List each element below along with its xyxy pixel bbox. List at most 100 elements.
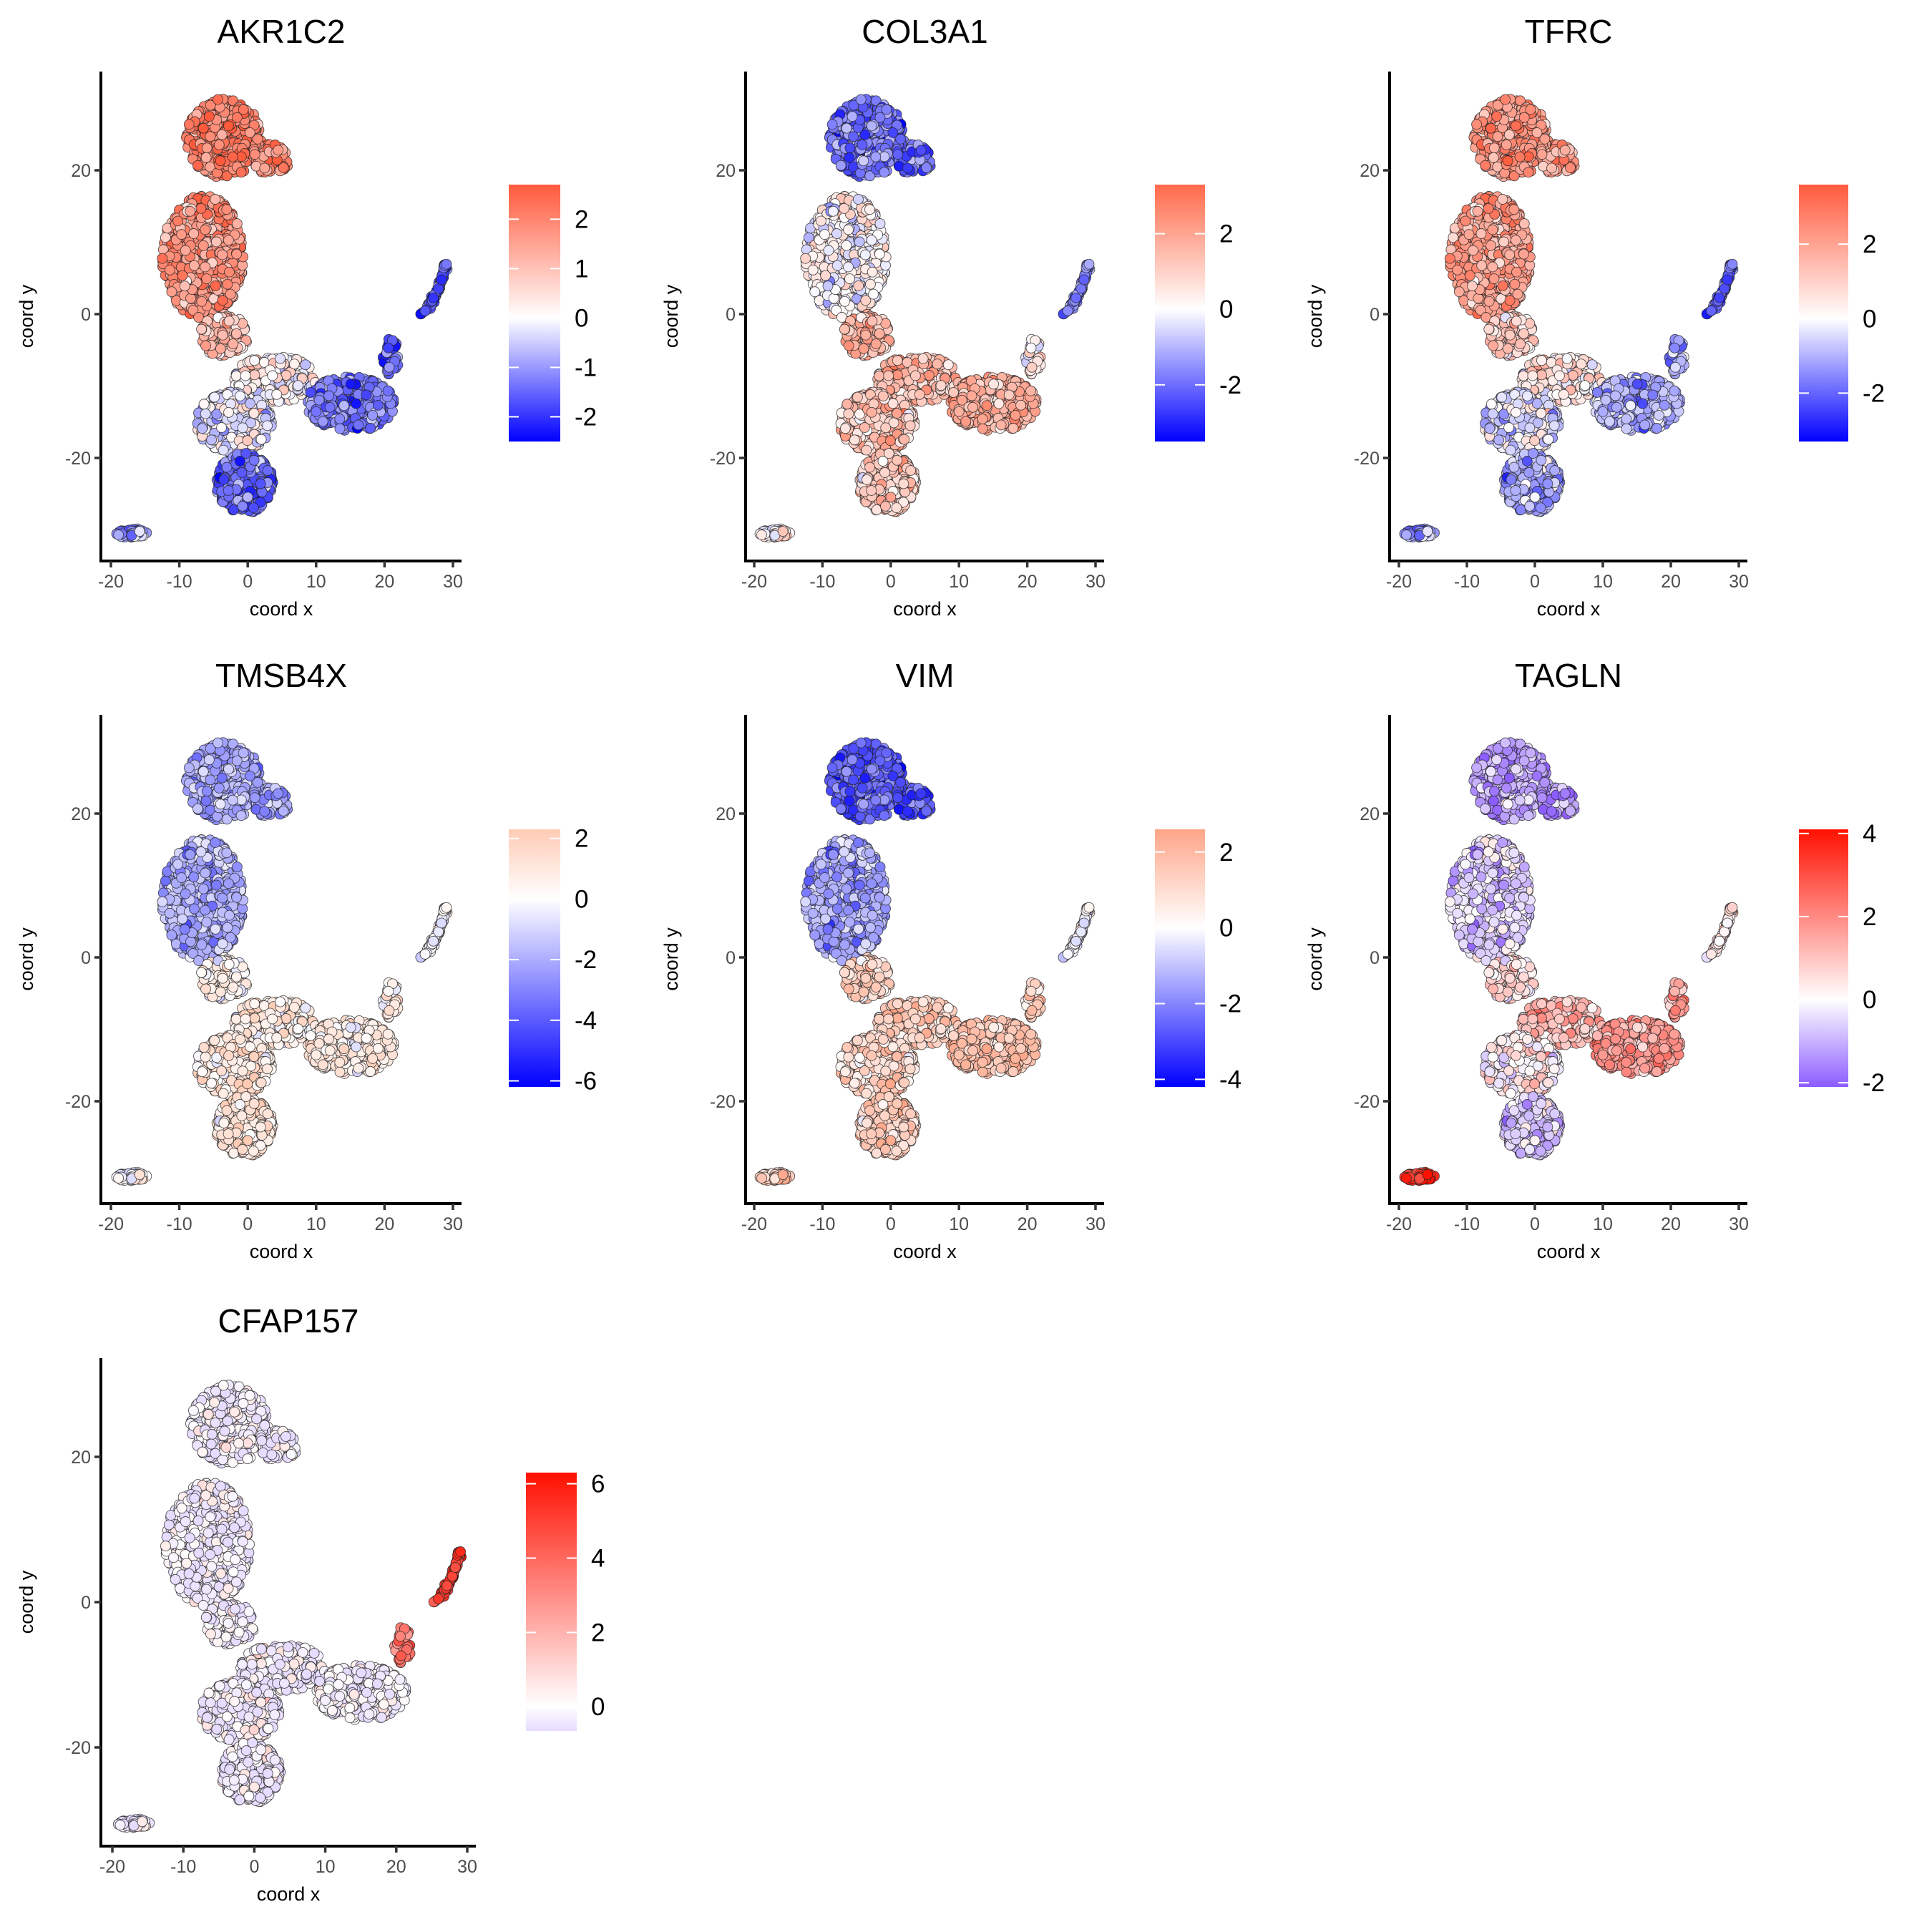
- data-point: [262, 420, 273, 431]
- data-point: [200, 224, 211, 235]
- data-point: [216, 422, 228, 433]
- data-point: [844, 142, 856, 154]
- data-point: [859, 129, 871, 140]
- data-point: [195, 203, 207, 214]
- data-point: [361, 389, 372, 401]
- data-point: [866, 120, 877, 132]
- data-point: [995, 419, 1007, 431]
- data-point: [823, 245, 834, 256]
- data-point: [288, 358, 300, 370]
- data-point: [841, 122, 852, 134]
- data-point: [235, 390, 246, 401]
- data-point: [248, 454, 260, 466]
- points-layer: [111, 94, 453, 543]
- data-point: [218, 444, 229, 456]
- data-point: [201, 273, 213, 285]
- data-point: [822, 280, 834, 292]
- data-point: [210, 194, 221, 205]
- data-point: [866, 406, 877, 418]
- data-point: [874, 112, 886, 123]
- data-point: [164, 264, 175, 275]
- data-point: [242, 435, 253, 447]
- data-point: [188, 228, 200, 239]
- data-point: [237, 500, 248, 512]
- data-point: [815, 215, 826, 227]
- data-point: [867, 316, 878, 327]
- data-point: [223, 235, 234, 246]
- data-point: [248, 408, 260, 419]
- data-point: [228, 338, 239, 350]
- data-point: [848, 131, 859, 142]
- data-point: [854, 236, 865, 248]
- data-point: [237, 422, 248, 434]
- points-layer: [754, 94, 1096, 543]
- data-point: [993, 398, 1005, 409]
- data-point: [853, 280, 864, 291]
- data-point: [218, 474, 230, 485]
- data-point: [839, 296, 850, 307]
- data-point: [213, 139, 225, 150]
- data-point: [870, 338, 882, 350]
- data-point: [221, 462, 233, 473]
- data-point: [353, 419, 364, 431]
- data-point: [206, 434, 218, 446]
- data-point: [223, 316, 235, 327]
- data-point: [166, 286, 177, 298]
- data-point: [231, 248, 243, 260]
- data-point: [192, 160, 203, 171]
- data-point: [853, 194, 864, 205]
- data-point: [854, 167, 866, 179]
- colorbar: [509, 185, 560, 441]
- data-point: [203, 111, 215, 122]
- data-point: [205, 99, 216, 111]
- data-point: [305, 386, 316, 398]
- x-tick-label: 20: [374, 572, 394, 592]
- data-point: [255, 478, 266, 489]
- data-point: [236, 467, 248, 478]
- data-point: [892, 355, 903, 366]
- data-point: [428, 292, 439, 303]
- data-point: [868, 288, 879, 300]
- data-point: [892, 369, 903, 381]
- data-point: [273, 145, 284, 156]
- data-point: [1025, 385, 1036, 396]
- data-point: [879, 167, 890, 178]
- data-point: [861, 444, 872, 456]
- data-point: [238, 104, 249, 115]
- data-point: [317, 416, 328, 427]
- data-point: [351, 398, 362, 409]
- data-point: [324, 401, 336, 413]
- data-point: [196, 296, 208, 307]
- data-point: [278, 162, 289, 173]
- data-point: [1025, 342, 1037, 353]
- data-point: [864, 204, 875, 215]
- data-point: [923, 370, 935, 381]
- data-point: [134, 526, 145, 537]
- data-point: [185, 293, 196, 304]
- data-point: [807, 264, 819, 275]
- data-point: [826, 119, 838, 130]
- data-point: [223, 406, 235, 418]
- data-point: [904, 420, 916, 431]
- data-point: [883, 370, 894, 381]
- data-point: [820, 270, 831, 281]
- data-point: [960, 416, 972, 427]
- data-point: [880, 422, 892, 434]
- data-point: [200, 408, 211, 419]
- data-point: [231, 328, 242, 339]
- data-point: [197, 423, 208, 434]
- data-point: [200, 152, 212, 163]
- data-point: [865, 278, 876, 290]
- data-point: [244, 127, 255, 138]
- data-point: [255, 434, 267, 445]
- data-point: [223, 120, 234, 132]
- data-point: [914, 389, 925, 400]
- data-point: [240, 370, 251, 381]
- data-point: [221, 204, 233, 215]
- data-point: [839, 323, 850, 335]
- data-point: [223, 485, 234, 496]
- data-point: [819, 229, 830, 240]
- data-point: [1003, 389, 1015, 401]
